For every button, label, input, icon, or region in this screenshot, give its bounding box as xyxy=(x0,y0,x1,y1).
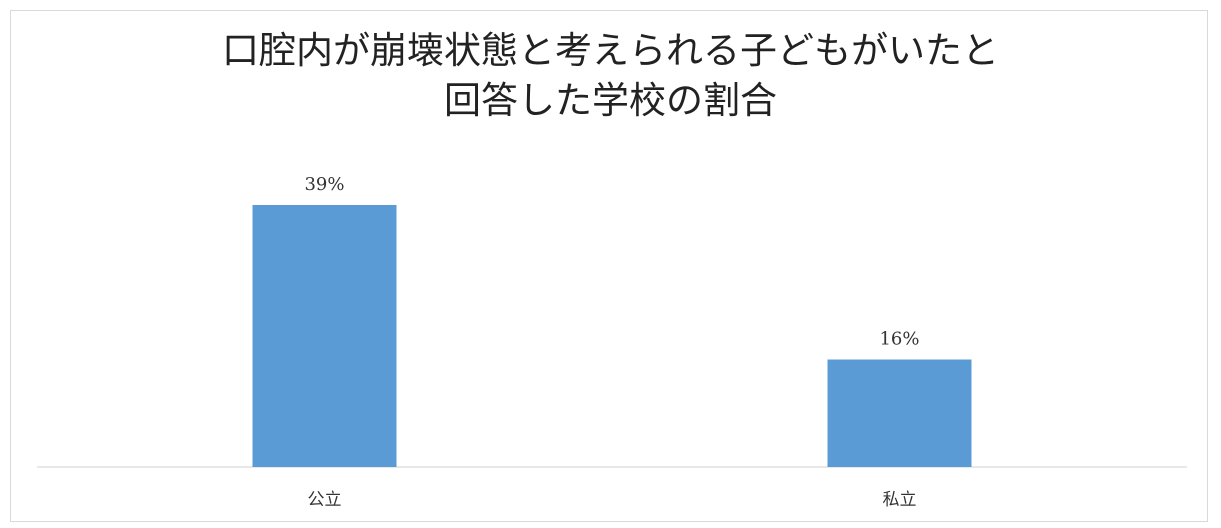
category-label-2: 私立 xyxy=(883,490,917,510)
chart-title-line-2: 回答した学校の割合 xyxy=(444,79,777,122)
bar-1 xyxy=(252,205,397,467)
category-label-1: 公立 xyxy=(308,490,342,510)
data-label-1: 39% xyxy=(304,174,344,195)
chart-title: 口腔内が崩壊状態と考えられる子どもがいたと 回答した学校の割合 xyxy=(0,26,1221,126)
bar-2 xyxy=(827,359,972,467)
chart-title-line-1: 口腔内が崩壊状態と考えられる子どもがいたと xyxy=(222,29,999,72)
data-label-2: 16% xyxy=(879,329,919,350)
bar-group: 39% 公立 16% 私立 xyxy=(252,174,972,510)
chart-frame xyxy=(10,10,1208,522)
